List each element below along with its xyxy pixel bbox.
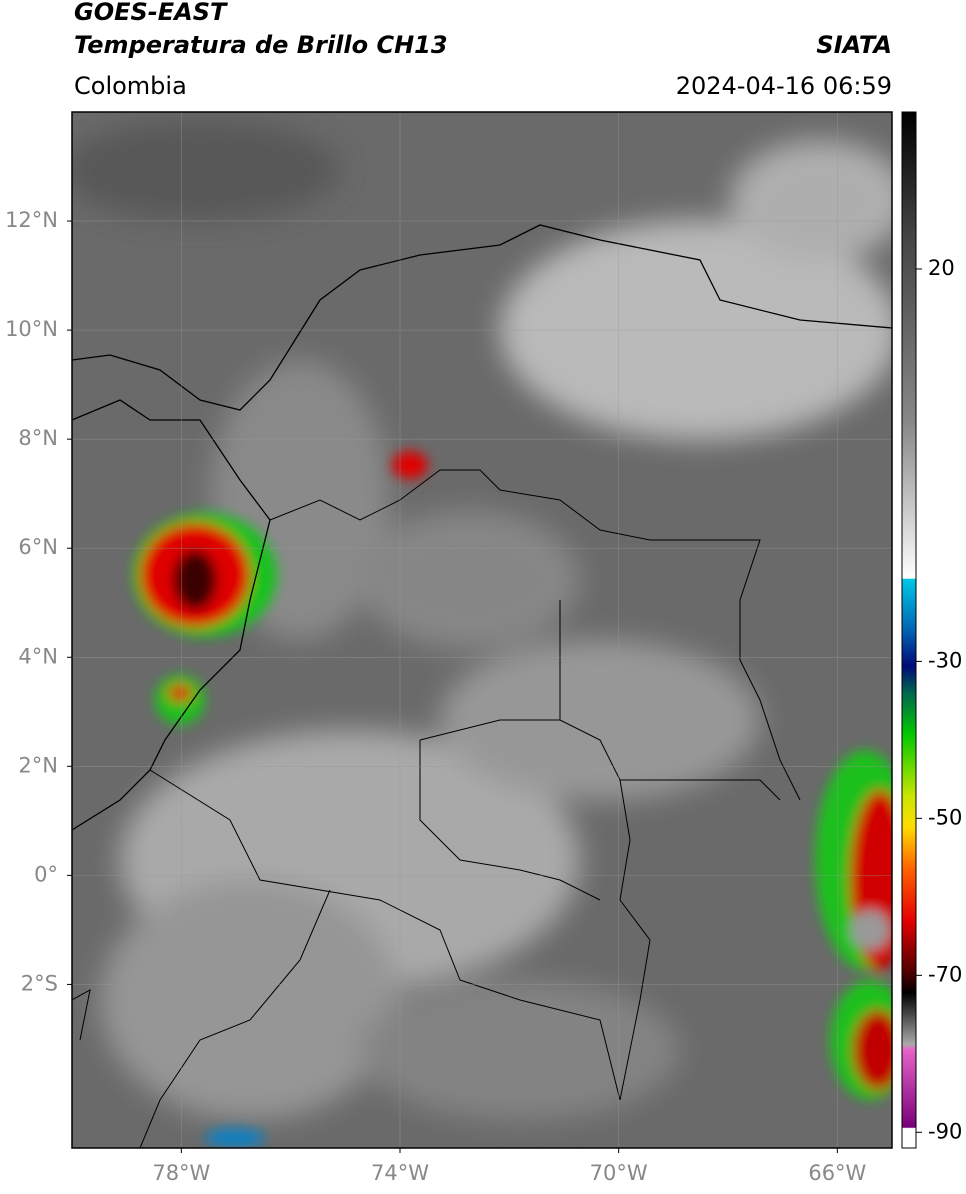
map-frame xyxy=(71,111,893,1149)
x-tick-label: 66°W xyxy=(808,1161,866,1185)
y-tick-label: 0° xyxy=(34,862,58,886)
colorbar-tick-label: -30 xyxy=(928,648,962,672)
colorbar-tick-label: 20 xyxy=(928,256,955,280)
y-tick-label: 2°N xyxy=(18,753,58,777)
x-tick-label: 70°W xyxy=(590,1161,648,1185)
title: GOES-EAST xyxy=(74,0,228,26)
x-tick-label: 74°W xyxy=(371,1161,429,1185)
source: SIATA xyxy=(816,31,892,59)
y-tick-label: 4°N xyxy=(18,644,58,668)
satellite-image xyxy=(72,112,892,1148)
y-tick-label: 12°N xyxy=(5,208,58,232)
subtitle: Temperatura de Brillo CH13 xyxy=(74,31,448,59)
colorbar-tick-label: -50 xyxy=(928,805,962,829)
colorbar-tick-label: -90 xyxy=(928,1119,962,1143)
colorbar-tick-label: -70 xyxy=(928,962,962,986)
datetime: 2024-04-16 06:59 xyxy=(676,72,892,100)
x-tick-label: 78°W xyxy=(152,1161,210,1185)
y-tick-label: 8°N xyxy=(18,426,58,450)
region: Colombia xyxy=(74,72,187,100)
colorbar xyxy=(901,111,917,1149)
y-tick-label: 2°S xyxy=(21,971,58,995)
y-tick-label: 10°N xyxy=(5,317,58,341)
y-tick-label: 6°N xyxy=(18,535,58,559)
